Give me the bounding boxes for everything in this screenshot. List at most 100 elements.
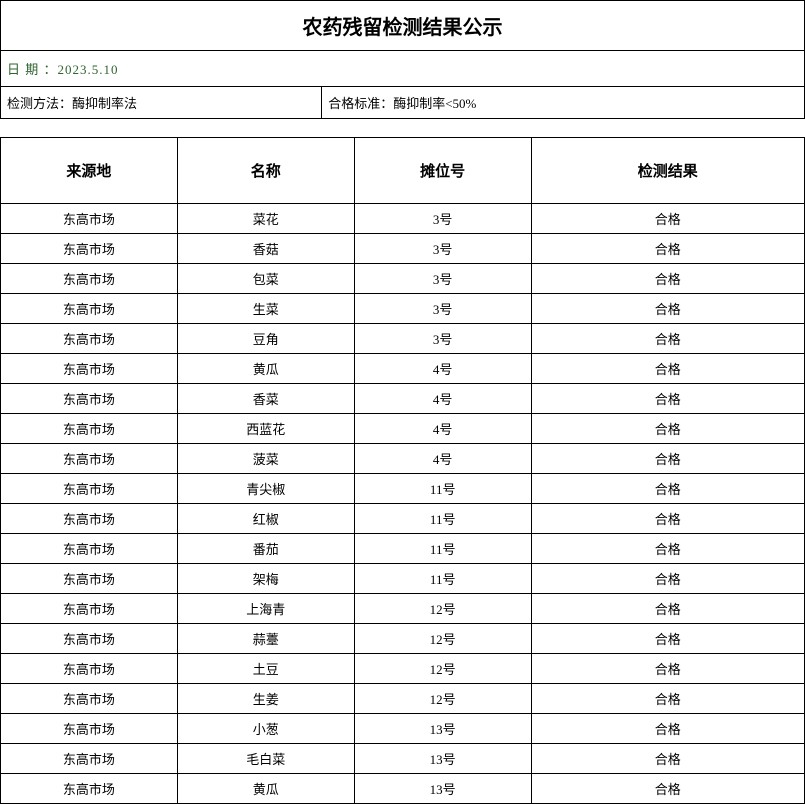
table-cell: 合格 xyxy=(531,294,804,324)
table-cell: 合格 xyxy=(531,414,804,444)
table-cell: 合格 xyxy=(531,594,804,624)
table-cell: 合格 xyxy=(531,624,804,654)
table-cell: 合格 xyxy=(531,204,804,234)
table-row: 东高市场青尖椒11号合格 xyxy=(1,474,805,504)
table-cell: 东高市场 xyxy=(1,654,178,684)
col-name: 名称 xyxy=(177,138,354,204)
table-cell: 合格 xyxy=(531,684,804,714)
table-cell: 4号 xyxy=(354,414,531,444)
date-row: 日 期 ：2023.5.10 xyxy=(1,51,804,87)
table-head: 来源地 名称 摊位号 检测结果 xyxy=(1,138,805,204)
gap-row xyxy=(0,119,805,137)
table-cell: 东高市场 xyxy=(1,324,178,354)
table-cell: 东高市场 xyxy=(1,414,178,444)
table-cell: 东高市场 xyxy=(1,684,178,714)
table-cell: 11号 xyxy=(354,564,531,594)
table-cell: 合格 xyxy=(531,504,804,534)
table-cell: 11号 xyxy=(354,504,531,534)
table-row: 东高市场毛白菜13号合格 xyxy=(1,744,805,774)
table-cell: 香菇 xyxy=(177,234,354,264)
table-cell: 合格 xyxy=(531,564,804,594)
header-row: 来源地 名称 摊位号 检测结果 xyxy=(1,138,805,204)
table-cell: 13号 xyxy=(354,744,531,774)
table-cell: 3号 xyxy=(354,264,531,294)
report-container: 农药残留检测结果公示 日 期 ：2023.5.10 检测方法：酶抑制率法 合格标… xyxy=(0,0,805,119)
table-cell: 合格 xyxy=(531,774,804,804)
table-cell: 东高市场 xyxy=(1,264,178,294)
table-cell: 黄瓜 xyxy=(177,354,354,384)
table-cell: 香菜 xyxy=(177,384,354,414)
date-label: 日 期 ： xyxy=(7,62,58,77)
table-cell: 合格 xyxy=(531,444,804,474)
table-cell: 4号 xyxy=(354,444,531,474)
date-value: 2023.5.10 xyxy=(58,62,119,77)
table-row: 东高市场蒜薹12号合格 xyxy=(1,624,805,654)
table-cell: 东高市场 xyxy=(1,384,178,414)
table-cell: 东高市场 xyxy=(1,354,178,384)
table-cell: 东高市场 xyxy=(1,744,178,774)
standard-cell: 合格标准：酶抑制率<50% xyxy=(322,87,804,118)
method-cell: 检测方法：酶抑制率法 xyxy=(1,87,322,118)
table-cell: 黄瓜 xyxy=(177,774,354,804)
table-cell: 架梅 xyxy=(177,564,354,594)
col-source: 来源地 xyxy=(1,138,178,204)
table-cell: 包菜 xyxy=(177,264,354,294)
table-cell: 合格 xyxy=(531,324,804,354)
table-row: 东高市场菜花3号合格 xyxy=(1,204,805,234)
table-row: 东高市场番茄11号合格 xyxy=(1,534,805,564)
table-cell: 东高市场 xyxy=(1,234,178,264)
table-cell: 3号 xyxy=(354,294,531,324)
table-cell: 合格 xyxy=(531,744,804,774)
table-cell: 合格 xyxy=(531,714,804,744)
table-cell: 生菜 xyxy=(177,294,354,324)
table-cell: 11号 xyxy=(354,534,531,564)
table-cell: 生姜 xyxy=(177,684,354,714)
table-row: 东高市场包菜3号合格 xyxy=(1,264,805,294)
table-cell: 3号 xyxy=(354,324,531,354)
standard-value: 酶抑制率<50% xyxy=(393,96,476,111)
table-cell: 东高市场 xyxy=(1,774,178,804)
table-cell: 合格 xyxy=(531,234,804,264)
table-cell: 4号 xyxy=(354,354,531,384)
col-stall: 摊位号 xyxy=(354,138,531,204)
col-result: 检测结果 xyxy=(531,138,804,204)
table-cell: 12号 xyxy=(354,654,531,684)
table-row: 东高市场香菇3号合格 xyxy=(1,234,805,264)
table-cell: 3号 xyxy=(354,204,531,234)
table-cell: 合格 xyxy=(531,474,804,504)
table-cell: 东高市场 xyxy=(1,474,178,504)
table-cell: 东高市场 xyxy=(1,504,178,534)
table-row: 东高市场土豆12号合格 xyxy=(1,654,805,684)
table-row: 东高市场红椒11号合格 xyxy=(1,504,805,534)
table-cell: 合格 xyxy=(531,384,804,414)
table-cell: 3号 xyxy=(354,234,531,264)
table-cell: 合格 xyxy=(531,354,804,384)
table-cell: 11号 xyxy=(354,474,531,504)
table-cell: 豆角 xyxy=(177,324,354,354)
table-cell: 12号 xyxy=(354,684,531,714)
table-cell: 土豆 xyxy=(177,654,354,684)
table-row: 东高市场西蓝花4号合格 xyxy=(1,414,805,444)
table-row: 东高市场架梅11号合格 xyxy=(1,564,805,594)
info-row: 检测方法：酶抑制率法 合格标准：酶抑制率<50% xyxy=(1,87,804,119)
table-cell: 东高市场 xyxy=(1,564,178,594)
table-cell: 东高市场 xyxy=(1,714,178,744)
results-table: 来源地 名称 摊位号 检测结果 东高市场菜花3号合格东高市场香菇3号合格东高市场… xyxy=(0,137,805,804)
table-row: 东高市场生姜12号合格 xyxy=(1,684,805,714)
table-cell: 13号 xyxy=(354,774,531,804)
table-cell: 番茄 xyxy=(177,534,354,564)
table-cell: 东高市场 xyxy=(1,444,178,474)
standard-label: 合格标准： xyxy=(328,96,393,111)
table-cell: 青尖椒 xyxy=(177,474,354,504)
table-cell: 12号 xyxy=(354,594,531,624)
table-row: 东高市场香菜4号合格 xyxy=(1,384,805,414)
table-row: 东高市场上海青12号合格 xyxy=(1,594,805,624)
table-row: 东高市场生菜3号合格 xyxy=(1,294,805,324)
table-cell: 小葱 xyxy=(177,714,354,744)
table-cell: 毛白菜 xyxy=(177,744,354,774)
table-cell: 上海青 xyxy=(177,594,354,624)
table-cell: 东高市场 xyxy=(1,204,178,234)
table-body: 东高市场菜花3号合格东高市场香菇3号合格东高市场包菜3号合格东高市场生菜3号合格… xyxy=(1,204,805,804)
table-cell: 红椒 xyxy=(177,504,354,534)
table-cell: 菜花 xyxy=(177,204,354,234)
